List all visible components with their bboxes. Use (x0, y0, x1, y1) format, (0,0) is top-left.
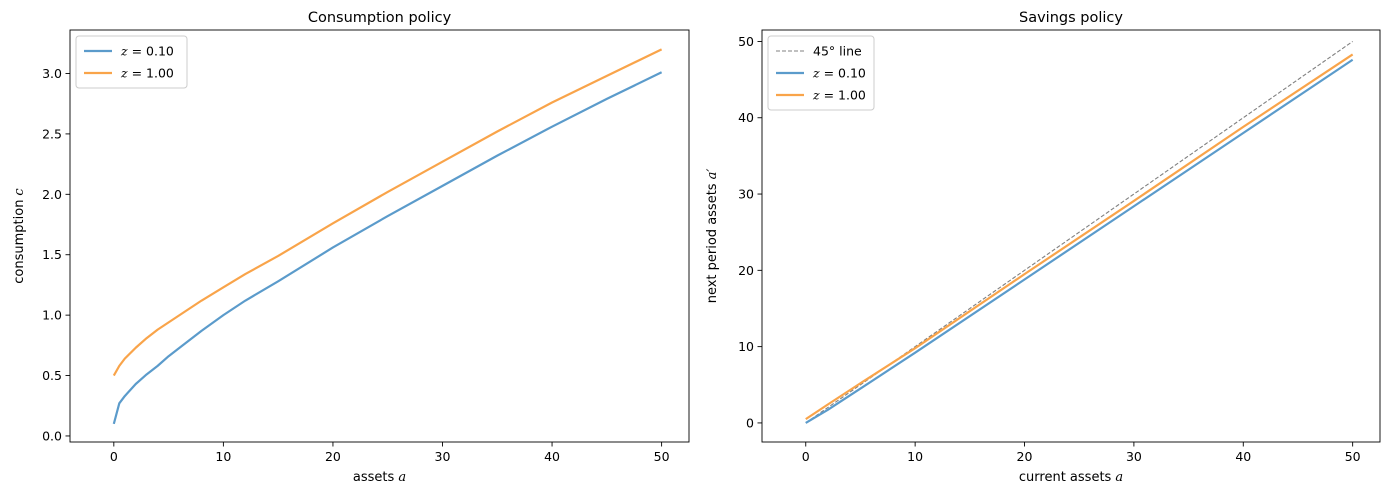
y-tick-label: 20 (738, 263, 754, 278)
series-line-2 (805, 58, 1354, 424)
legend: z = 0.10 z = 1.00 (75, 35, 188, 89)
plot-area (112, 48, 663, 425)
legend-entry: z = 0.10 (120, 44, 174, 59)
plot-area (805, 40, 1354, 424)
x-tick-label: 40 (544, 449, 560, 464)
x-tick-label: 30 (1126, 449, 1142, 464)
y-tick-label: 30 (738, 187, 754, 202)
y-tick-label: 1.0 (42, 308, 62, 323)
x-tick-label: 10 (907, 449, 923, 464)
legend-entry: z = 1.00 (812, 88, 866, 103)
x-tick-label: 30 (435, 449, 451, 464)
y-tick-label: 10 (738, 339, 754, 354)
series-line-1 (112, 71, 663, 425)
legend-entry: 45° line (813, 44, 862, 59)
y-tick-label: 40 (738, 110, 754, 125)
y-tick-label: 50 (738, 34, 754, 49)
y-axis-label: consumptionc (12, 188, 27, 284)
x-tick-label: 0 (110, 449, 118, 464)
x-tick-label: 20 (325, 449, 341, 464)
y-tick-label: 0.0 (42, 428, 62, 443)
x-tick-label: 10 (215, 449, 231, 464)
legend-box (75, 35, 188, 89)
y-tick-label: 2.5 (42, 126, 62, 141)
y-tick-label: 3.0 (42, 66, 62, 81)
axes-frame (761, 29, 1381, 443)
series-line-3 (805, 53, 1354, 421)
y-tick-label: 1.5 (42, 247, 62, 262)
x-tick-label: 50 (654, 449, 670, 464)
legend-box (767, 35, 875, 111)
chart-panel-2: Savings policy 0 10 20 30 40 50 0 10 20 30 40 50 curr… (705, 10, 1381, 485)
chart-title: Savings policy (1019, 10, 1123, 26)
y-tick-label: 2.0 (42, 187, 62, 202)
x-tick-label: 20 (1017, 449, 1033, 464)
x-axis-label: assets a (353, 470, 406, 485)
chart-panel-1: Consumption policy 0 10 20 30 40 50 0.0 0.5 1.0 1.… (12, 10, 690, 485)
x-tick-label: 0 (802, 449, 810, 464)
y-axis-label: next period assetsa′ (705, 169, 720, 304)
x-tick-label: 40 (1235, 449, 1251, 464)
axes-frame (69, 29, 690, 443)
legend: 45° line z = 0.10 z = 1.00 (767, 35, 875, 111)
legend-entry: z = 0.10 (812, 66, 866, 81)
x-tick-label: 50 (1345, 449, 1361, 464)
y-tick-label: 0 (746, 415, 754, 430)
chart-title: Consumption policy (308, 10, 452, 26)
y-tick-label: 0.5 (42, 368, 62, 383)
legend-entry: z = 1.00 (120, 66, 174, 81)
x-axis-label: current assets a (1019, 470, 1123, 485)
series-line-2 (112, 48, 663, 377)
